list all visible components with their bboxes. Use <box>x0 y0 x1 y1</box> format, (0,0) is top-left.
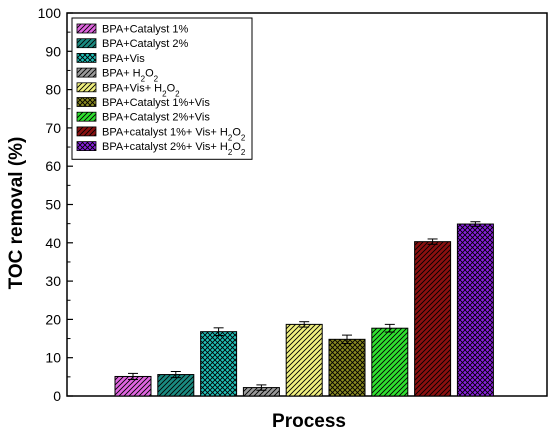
y-tick-label: 70 <box>45 120 61 136</box>
bar <box>414 241 452 397</box>
y-tick-label: 100 <box>38 5 62 21</box>
y-tick-label: 40 <box>45 235 61 251</box>
legend-label: BPA+Catalyst 1% <box>102 24 189 36</box>
y-tick-label: 80 <box>45 82 61 98</box>
legend-swatch <box>76 82 97 93</box>
y-axis-title: TOC removal (%) <box>6 137 27 290</box>
y-tick-label: 30 <box>45 273 61 289</box>
y-tick-label: 20 <box>45 311 61 327</box>
bar <box>328 338 366 397</box>
y-tick-label: 0 <box>53 388 61 404</box>
y-axis-ticks: 0 10 20 30 40 50 60 70 80 90 100 <box>38 5 73 404</box>
legend-box <box>71 17 253 160</box>
y-tick-label: 10 <box>45 350 61 366</box>
legend-label: BPA+Vis <box>102 53 145 65</box>
bars <box>114 221 494 397</box>
legend-swatch <box>76 53 97 63</box>
legend-label: BPA+Catalyst 1%+Vis <box>102 97 210 109</box>
bar <box>200 331 238 397</box>
legend-label: BPA+catalyst 1%+ Vis+ H2O2 <box>102 126 246 142</box>
legend-swatch <box>76 111 97 122</box>
bar <box>285 323 323 397</box>
legend-label: BPA+ H2O2 <box>102 68 159 84</box>
legend-swatch <box>76 38 97 49</box>
legend-swatch <box>76 23 97 34</box>
legend-label: BPA+catalyst 2%+ Vis+ H2O2 <box>102 141 246 157</box>
bar <box>456 223 494 397</box>
legend-swatch <box>76 67 97 78</box>
legend-swatch <box>76 126 97 137</box>
x-axis-title: Process <box>272 411 346 432</box>
legend: BPA+Catalyst 1% BPA+Catalyst 2% BPA+Vis BPA… <box>71 17 253 160</box>
legend-label: BPA+Vis+ H2O2 <box>102 82 180 98</box>
bar <box>371 327 409 397</box>
y-tick-label: 90 <box>45 43 61 59</box>
legend-label: BPA+Catalyst 2%+Vis <box>102 112 210 124</box>
legend-swatch <box>76 141 97 152</box>
y-tick-label: 60 <box>45 158 61 174</box>
y-tick-label: 50 <box>45 197 61 213</box>
legend-label: BPA+Catalyst 2% <box>102 38 189 50</box>
legend-swatch <box>76 97 97 107</box>
